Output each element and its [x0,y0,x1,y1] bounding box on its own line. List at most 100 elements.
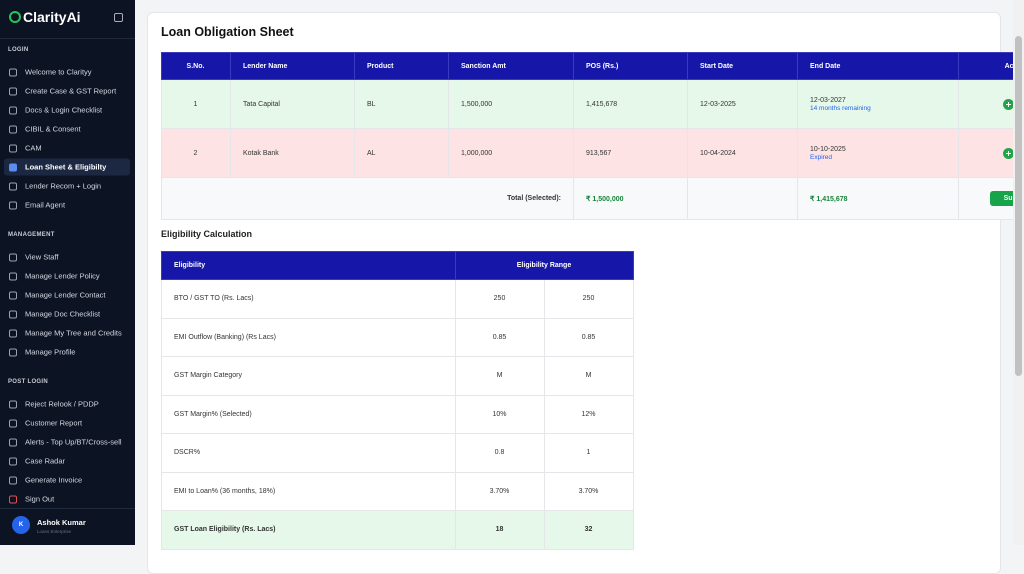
empty-cell [688,178,798,220]
nav-item[interactable]: Generate Invoice [4,472,130,489]
add-button[interactable] [1003,148,1014,159]
cell: BL [355,80,449,129]
cell: 3.70% [456,472,545,511]
total-pos: ₹ 1,500,000 [574,178,688,220]
cell: GST Margin% (Selected) [162,395,456,434]
nav-item[interactable]: Manage Profile [4,344,130,361]
total-label: Total (Selected): [162,178,574,220]
section-title: Eligibility Calculation [161,229,252,239]
brand: ClarityAi [23,9,81,25]
section-title: POST LOGIN [8,379,48,385]
column-header: Sanction Amt [449,53,574,80]
cell: EMI to Loan% (36 months, 18%) [162,472,456,511]
user-role: Loans Enterprise [37,529,71,534]
avatar: K [12,516,30,534]
end-date: 10-10-2025 [810,146,846,153]
nav-item[interactable]: Email Agent [4,197,130,214]
cell: 0.85 [456,318,545,357]
nav-item[interactable]: Lender Recom + Login [4,178,130,195]
nav-item[interactable]: Sign Out [4,491,130,508]
section-title: LOGIN [8,47,29,53]
cell: 1 [545,434,634,473]
cell: 250 [545,280,634,319]
cell: 913,567 [574,129,688,178]
cell: 1 [162,80,231,129]
cell: Kotak Bank [231,129,355,178]
cell: 2 [162,129,231,178]
tenure-note: 14 months remaining [810,105,957,112]
column-header: POS (Rs.) [574,53,688,80]
column-header: Start Date [688,53,798,80]
cell: M [456,357,545,396]
page: ClarityAi K Ashok Kumar Loans Enterprise… [0,0,1024,545]
nav-item[interactable]: Manage Lender Policy [4,268,130,285]
cell: 10-04-2024 [688,129,798,178]
nav-item[interactable]: Case Radar [4,453,130,470]
nav-item[interactable]: CAM [4,140,130,157]
cell: 1,000,000 [449,129,574,178]
nav-item[interactable]: Manage Lender Contact [4,287,130,304]
divider [0,508,135,509]
cell: 1,415,678 [574,80,688,129]
cell: 32 [545,511,634,550]
user-name: Ashok Kumar [37,518,86,527]
divider [0,38,135,39]
nav-item[interactable]: Customer Report [4,415,130,432]
cell: 18 [456,511,545,550]
sidebar: ClarityAi K Ashok Kumar Loans Enterprise… [0,0,135,545]
nav-item[interactable]: CIBIL & Consent [4,121,130,138]
nav-item[interactable]: Reject Relook / PDDP [4,396,130,413]
add-button[interactable] [1003,99,1014,110]
column-header: Lender Name [231,53,355,80]
page-title: Loan Obligation Sheet [161,25,294,39]
tenure-note: Expired [810,154,957,161]
cell: EMI Outflow (Banking) (Rs Lacs) [162,318,456,357]
nav-item[interactable]: Loan Sheet & Eligibilty [4,159,130,176]
scroll-thumb[interactable] [1015,36,1022,376]
scrollbar[interactable] [1013,0,1024,545]
total-row: Total (Selected):₹ 1,500,000₹ 1,415,678S… [162,178,1024,220]
cell: 3.70% [545,472,634,511]
column-header: Eligibility [162,252,456,280]
column-header: Product [355,53,449,80]
end-date: 12-03-2027 [810,97,846,104]
cell: DSCR% [162,434,456,473]
cell: GST Margin Category [162,357,456,396]
cell: Tata Capital [231,80,355,129]
total-end: ₹ 1,415,678 [798,178,959,220]
nav-item[interactable]: Welcome to Clarityy [4,64,130,81]
nav-item[interactable]: Manage Doc Checklist [4,306,130,323]
cell: M [545,357,634,396]
column-header: End Date [798,53,959,80]
cell: 12% [545,395,634,434]
cell: 0.85 [545,318,634,357]
cell: 0.8 [456,434,545,473]
collapse-button[interactable] [114,13,123,22]
eligibility-row: GST Margin% (Selected)10%12% [162,395,634,434]
nav-item[interactable]: Manage My Tree and Credits [4,325,130,342]
cell: 12-03-2025 [688,80,798,129]
cell: 10% [456,395,545,434]
cell: 1,500,000 [449,80,574,129]
nav-item[interactable]: View Staff [4,249,130,266]
nav-item[interactable]: Docs & Login Checklist [4,102,130,119]
nav-item[interactable]: Alerts - Top Up/BT/Cross-sell [4,434,130,451]
nav-item[interactable]: Create Case & GST Report [4,83,130,100]
cell: GST Loan Eligibility (Rs. Lacs) [162,511,456,550]
cell: BTO / GST TO (Rs. Lacs) [162,280,456,319]
cell: AL [355,129,449,178]
eligibility-row: EMI to Loan% (36 months, 18%)3.70%3.70% [162,472,634,511]
cell: 250 [456,280,545,319]
